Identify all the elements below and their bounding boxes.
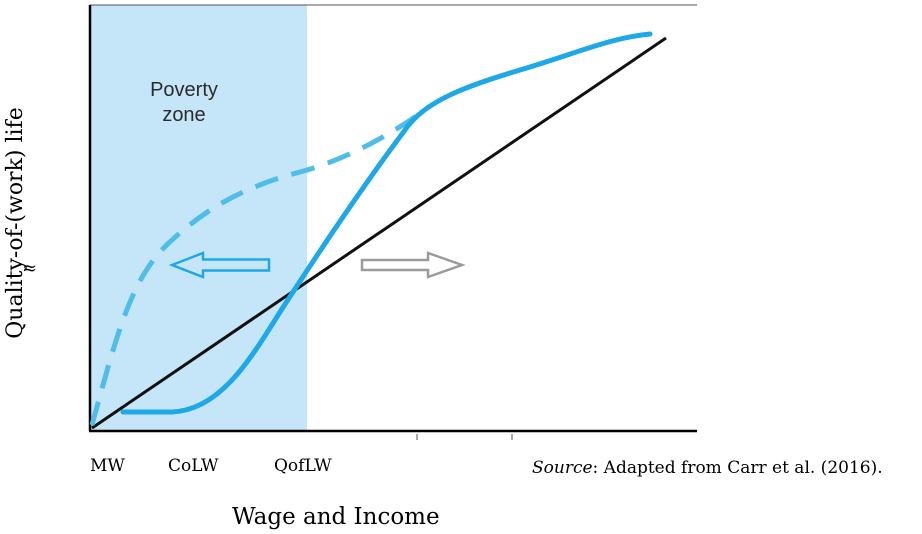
y-axis-label: Quality-of-(work) life xyxy=(3,107,28,339)
left-arrow-icon xyxy=(168,251,271,279)
poverty-zone-label: Poverty zone xyxy=(140,78,228,128)
source-text: : Adapted from Carr et al. (2016). xyxy=(592,458,883,478)
x-tick-qoflw: QofLW xyxy=(274,456,332,476)
right-arrow-icon xyxy=(360,251,466,279)
y-axis-approx-marker: ≈ xyxy=(22,258,38,279)
x-tick-mw: MW xyxy=(90,456,125,476)
poverty-zone-label-line2: zone xyxy=(162,104,206,126)
solid-s-curve xyxy=(120,31,653,415)
poverty-zone-label-line1: Poverty xyxy=(150,79,218,101)
source-prefix: Source xyxy=(532,458,593,478)
x-axis-label: Wage and Income xyxy=(232,504,440,530)
source-citation: Source: Adapted from Carr et al. (2016). xyxy=(532,458,883,478)
linear-reference-line xyxy=(91,36,667,430)
x-tick-colw: CoLW xyxy=(168,456,219,476)
